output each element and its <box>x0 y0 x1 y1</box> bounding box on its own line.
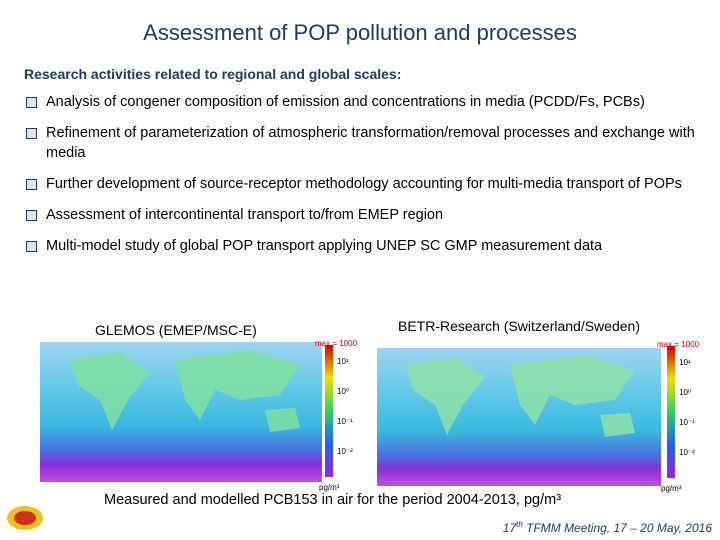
footer-number: 17 <box>502 521 517 535</box>
subtitle: Research activities related to regional … <box>24 66 402 82</box>
bullet-list: Analysis of congener composition of emis… <box>24 92 704 267</box>
colorbar-tick: 10⁻¹ <box>679 418 695 427</box>
bullet-box <box>26 210 37 221</box>
map-right <box>377 346 675 486</box>
bullet-box <box>26 128 37 139</box>
colorbar-tick: 10⁻² <box>337 447 353 456</box>
caption: Measured and modelled PCB153 in air for … <box>104 492 562 508</box>
map-label: BETR-Research (Switzerland/Sweden) <box>398 318 640 334</box>
bullet-box <box>26 179 37 190</box>
footer-sup: th <box>516 520 523 529</box>
bullet: Multi-model study of global POP transpor… <box>24 236 704 256</box>
logo <box>7 506 43 530</box>
bullet-text: Analysis of congener composition of emis… <box>46 94 645 110</box>
bullet-text: Assessment of intercontinental transport… <box>46 207 444 223</box>
bullet: Assessment of intercontinental transport… <box>24 205 704 225</box>
bullet-text: Multi-model study of global POP transpor… <box>46 238 603 254</box>
colorbar-tick: 10⁰ <box>679 388 692 397</box>
colorbar-tick: 10⁰ <box>337 387 350 396</box>
bullet-box <box>26 97 37 108</box>
bullet: Refinement of parameterization of atmosp… <box>24 123 704 163</box>
footer: 17th TFMM Meeting, 17 – 20 May, 2016 <box>503 520 712 535</box>
colorbar-tick: 10¹ <box>337 357 349 366</box>
footer-text: TFMM Meeting, 17 – 20 May, 2016 <box>522 521 712 535</box>
bullet: Analysis of congener composition of emis… <box>24 92 704 112</box>
bullet-text: Further development of source-receptor m… <box>46 176 682 192</box>
colorbar-tick: 10⁻² <box>679 448 695 457</box>
colorbar-unit: pg/m³ <box>319 483 340 492</box>
bullet-text: Refinement of parameterization of atmosp… <box>46 125 695 161</box>
colorbar-max: max = 1000 <box>657 340 700 349</box>
colorbar-max: max = 1000 <box>315 339 358 348</box>
bullet-box <box>26 241 37 252</box>
title: Assessment of POP pollution and processe… <box>143 20 577 45</box>
bullet: Further development of source-receptor m… <box>24 174 704 194</box>
colorbar-unit: pg/m³ <box>661 484 682 493</box>
colorbar-tick: 10¹ <box>679 358 691 367</box>
map-label: GLEMOS (EMEP/MSC-E) <box>95 322 257 338</box>
map-left <box>40 342 333 482</box>
colorbar-tick: 10⁻¹ <box>337 417 353 426</box>
